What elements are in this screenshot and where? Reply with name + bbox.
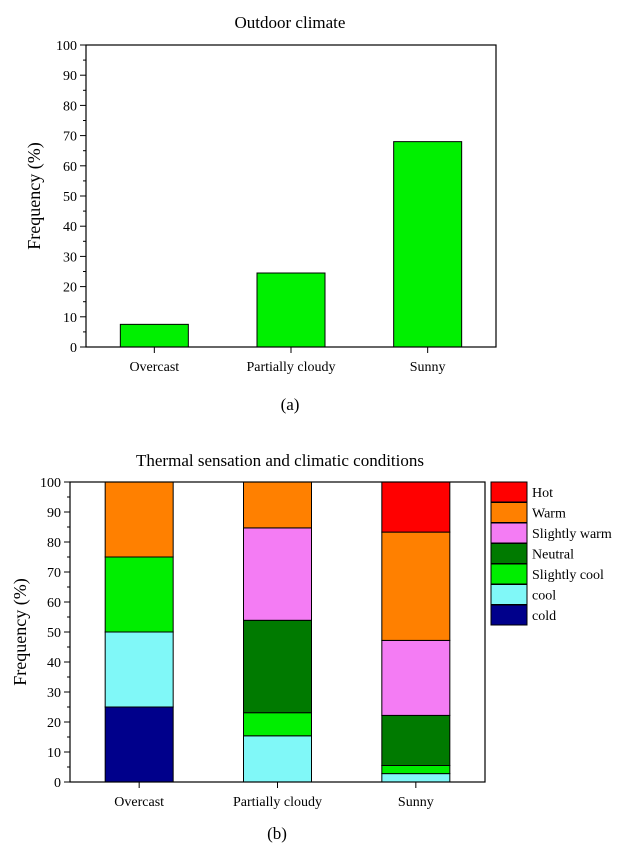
bar-segment: [104, 481, 174, 558]
legend-label: Slightly warm: [532, 527, 612, 542]
x-tick-label: Partially cloudy: [233, 795, 322, 810]
bar-segment: [104, 631, 174, 708]
y-tick-label: 60: [47, 596, 61, 611]
bar: [256, 272, 326, 348]
legend-swatch: [490, 604, 528, 626]
legend: Hot Warm Slightly warm Neutral Slightly cool…: [490, 481, 612, 626]
y-tick-label: 50: [47, 626, 61, 641]
bar-segment: [243, 712, 312, 737]
y-tick-label: 90: [63, 69, 77, 84]
y-tick-label: 50: [63, 190, 77, 205]
bar: [393, 141, 463, 348]
y-tick-label: 10: [47, 746, 61, 761]
chart-title: Thermal sensation and climatic condition…: [136, 451, 424, 470]
y-axis-label: Frequency (%): [24, 142, 45, 249]
x-tick-label: Sunny: [398, 795, 434, 810]
bar-segment: [381, 765, 451, 775]
bar-segment: [243, 481, 312, 529]
legend-swatch: [490, 563, 528, 585]
legend-label: cool: [532, 589, 556, 604]
legend-swatch: [490, 543, 528, 564]
y-tick-label: 30: [63, 250, 77, 265]
panel-label: (a): [281, 395, 300, 414]
bar-segment: [381, 773, 451, 783]
bar-segment: [104, 706, 174, 783]
y-tick-label: 70: [63, 130, 77, 145]
legend-label: Neutral: [532, 548, 574, 563]
y-tick-label: 40: [63, 220, 77, 235]
bar-segment: [243, 735, 312, 783]
bar-segment: [381, 714, 451, 767]
bar-segment: [243, 619, 312, 714]
y-tick-label: 20: [47, 716, 61, 731]
panel-label: (b): [267, 824, 287, 843]
legend-label: Hot: [532, 486, 553, 501]
bar-segment: [381, 531, 451, 641]
legend-swatch: [490, 481, 528, 503]
y-tick-label: 90: [47, 506, 61, 521]
bar-segment: [381, 481, 451, 533]
y-tick-label: 0: [54, 776, 61, 791]
y-tick-label: 40: [47, 656, 61, 671]
y-axis-label: Frequency (%): [10, 578, 31, 685]
chart-outdoor-climate: Outdoor climate 0 10 20 30 40 50 60 70 80 90 100 O…: [24, 13, 497, 414]
x-tick-label: Partially cloudy: [246, 360, 335, 375]
x-tick-label: Overcast: [114, 795, 164, 810]
bar-segment: [104, 556, 174, 633]
bar-segment: [381, 639, 451, 716]
legend-swatch: [490, 584, 528, 605]
y-tick-label: 100: [56, 39, 77, 54]
y-tick-label: 30: [47, 686, 61, 701]
y-tick-label: 100: [40, 476, 61, 491]
bar-segment: [243, 527, 312, 621]
legend-label: Slightly cool: [532, 568, 604, 583]
y-tick-label: 0: [70, 341, 77, 356]
legend-label: Warm: [532, 507, 566, 522]
legend-swatch: [490, 522, 528, 544]
y-tick-label: 80: [47, 536, 61, 551]
y-tick-label: 10: [63, 311, 77, 326]
legend-swatch: [490, 502, 528, 523]
chart-title: Outdoor climate: [235, 13, 346, 32]
y-tick-label: 20: [63, 281, 77, 296]
bar: [119, 323, 189, 348]
legend-label: cold: [532, 609, 556, 624]
y-tick-label: 70: [47, 566, 61, 581]
y-tick-label: 80: [63, 99, 77, 114]
chart-thermal-sensation: Thermal sensation and climatic condition…: [10, 451, 612, 843]
x-tick-label: Sunny: [410, 360, 446, 375]
x-tick-label: Overcast: [129, 360, 179, 375]
y-tick-label: 60: [63, 160, 77, 175]
